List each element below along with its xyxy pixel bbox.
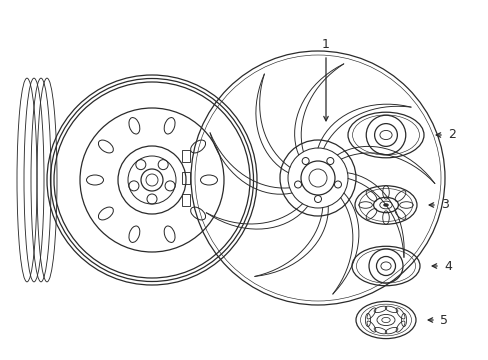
Text: 4: 4 bbox=[443, 260, 451, 273]
Bar bbox=[182, 150, 190, 162]
Ellipse shape bbox=[383, 203, 388, 207]
Text: 1: 1 bbox=[322, 37, 329, 50]
Bar bbox=[182, 172, 190, 184]
Bar bbox=[182, 194, 190, 206]
Text: 3: 3 bbox=[440, 198, 448, 211]
Text: 5: 5 bbox=[439, 314, 447, 327]
Text: 2: 2 bbox=[447, 129, 455, 141]
